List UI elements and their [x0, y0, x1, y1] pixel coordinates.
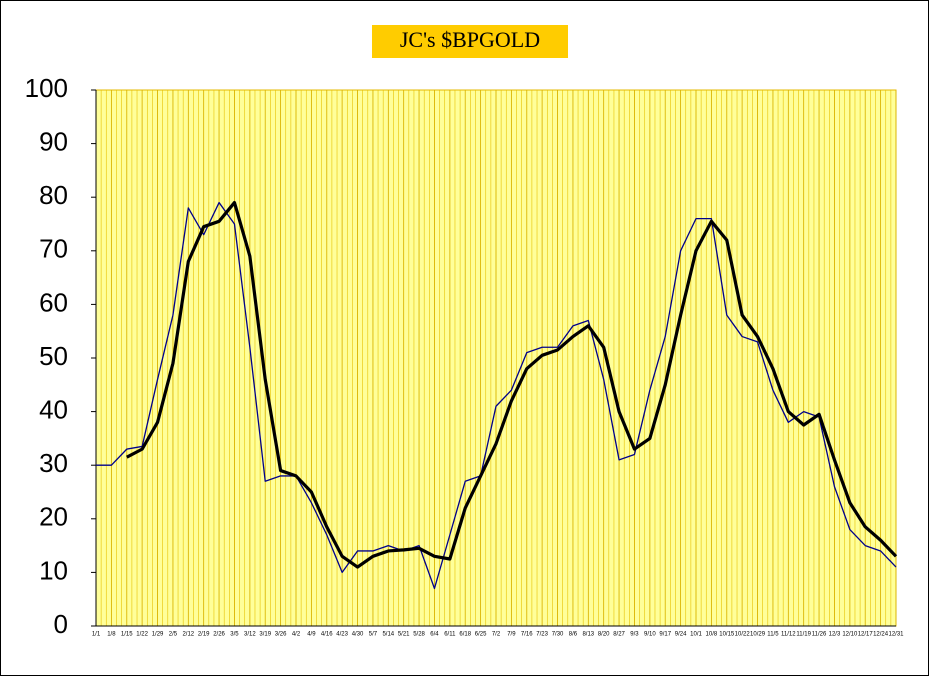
- x-tick-label: 3/26: [275, 632, 287, 638]
- x-tick-label: 5/14: [382, 632, 394, 638]
- y-tick-label: 20: [39, 502, 68, 532]
- y-tick-label: 40: [39, 394, 68, 424]
- series-line: [126, 200, 898, 569]
- x-tick-label: 2/5: [169, 632, 178, 638]
- x-tick-label: 7/23: [536, 632, 548, 638]
- x-tick-label: 1/22: [136, 632, 148, 638]
- y-tick-label: 60: [39, 287, 68, 317]
- x-tick-label: 3/12: [244, 632, 256, 638]
- x-tick-label: 6/4: [430, 632, 439, 638]
- x-tick-label: 12/10: [842, 632, 858, 638]
- x-tick-label: 11/5: [767, 632, 779, 638]
- x-tick-label: 7/16: [521, 632, 533, 638]
- x-tick-label: 9/17: [659, 632, 671, 638]
- x-tick-label: 2/12: [182, 632, 194, 638]
- x-tick-label: 6/11: [444, 632, 456, 638]
- x-tick-label: 8/6: [569, 632, 578, 638]
- x-tick-label: 10/15: [719, 632, 735, 638]
- x-tick-label: 1/1: [92, 632, 101, 638]
- x-tick-label: 4/23: [336, 632, 348, 638]
- x-tick-label: 2/19: [198, 632, 210, 638]
- x-tick-label: 5/21: [398, 632, 410, 638]
- x-tick-label: 11/12: [781, 632, 796, 638]
- x-tick-label: 10/8: [706, 632, 718, 638]
- y-tick-label: 90: [39, 126, 68, 156]
- x-tick-label: 1/15: [121, 632, 133, 638]
- y-tick-label: 100: [25, 73, 68, 103]
- x-tick-label: 11/26: [812, 632, 827, 638]
- x-tick-label: 7/2: [492, 632, 501, 638]
- x-tick-label: 4/16: [321, 632, 333, 638]
- x-tick-label: 3/5: [230, 632, 239, 638]
- y-tick-label: 0: [54, 609, 68, 639]
- x-tick-label: 5/28: [413, 632, 425, 638]
- x-tick-label: 1/29: [152, 632, 164, 638]
- y-tick-label: 10: [39, 555, 68, 585]
- x-tick-label: 10/1: [690, 632, 702, 638]
- x-tick-label: 10/29: [750, 632, 766, 638]
- y-tick-label: 70: [39, 234, 68, 264]
- chart-title: JC's $BPGOLD: [400, 27, 540, 52]
- x-tick-label: 12/31: [888, 632, 904, 638]
- x-tick-label: 4/30: [352, 632, 364, 638]
- y-tick-label: 80: [39, 180, 68, 210]
- x-tick-label: 9/10: [644, 632, 656, 638]
- x-tick-label: 8/20: [598, 632, 610, 638]
- x-tick-label: 5/7: [369, 632, 378, 638]
- x-tick-label: 12/17: [858, 632, 874, 638]
- y-tick-label: 50: [39, 341, 68, 371]
- x-tick-label: 11/19: [796, 632, 811, 638]
- series-line: [96, 201, 897, 590]
- title-box: [372, 25, 568, 58]
- x-tick-label: 4/2: [292, 632, 301, 638]
- y-tick-label: 30: [39, 448, 68, 478]
- x-tick-label: 6/25: [475, 632, 487, 638]
- x-tick-label: 9/24: [675, 632, 687, 638]
- x-tick-label: 6/18: [459, 632, 471, 638]
- x-tick-label: 7/9: [507, 632, 516, 638]
- x-tick-label: 1/8: [107, 632, 116, 638]
- x-tick-label: 3/19: [259, 632, 271, 638]
- x-tick-label: 10/22: [735, 632, 751, 638]
- x-tick-label: 7/30: [552, 632, 564, 638]
- x-tick-label: 4/9: [307, 632, 316, 638]
- x-tick-label: 12/24: [873, 632, 889, 638]
- x-tick-label: 9/3: [630, 632, 639, 638]
- x-tick-label: 8/13: [582, 632, 594, 638]
- x-tick-label: 2/26: [213, 632, 225, 638]
- x-tick-label: 8/27: [613, 632, 625, 638]
- x-tick-label: 12/3: [829, 632, 841, 638]
